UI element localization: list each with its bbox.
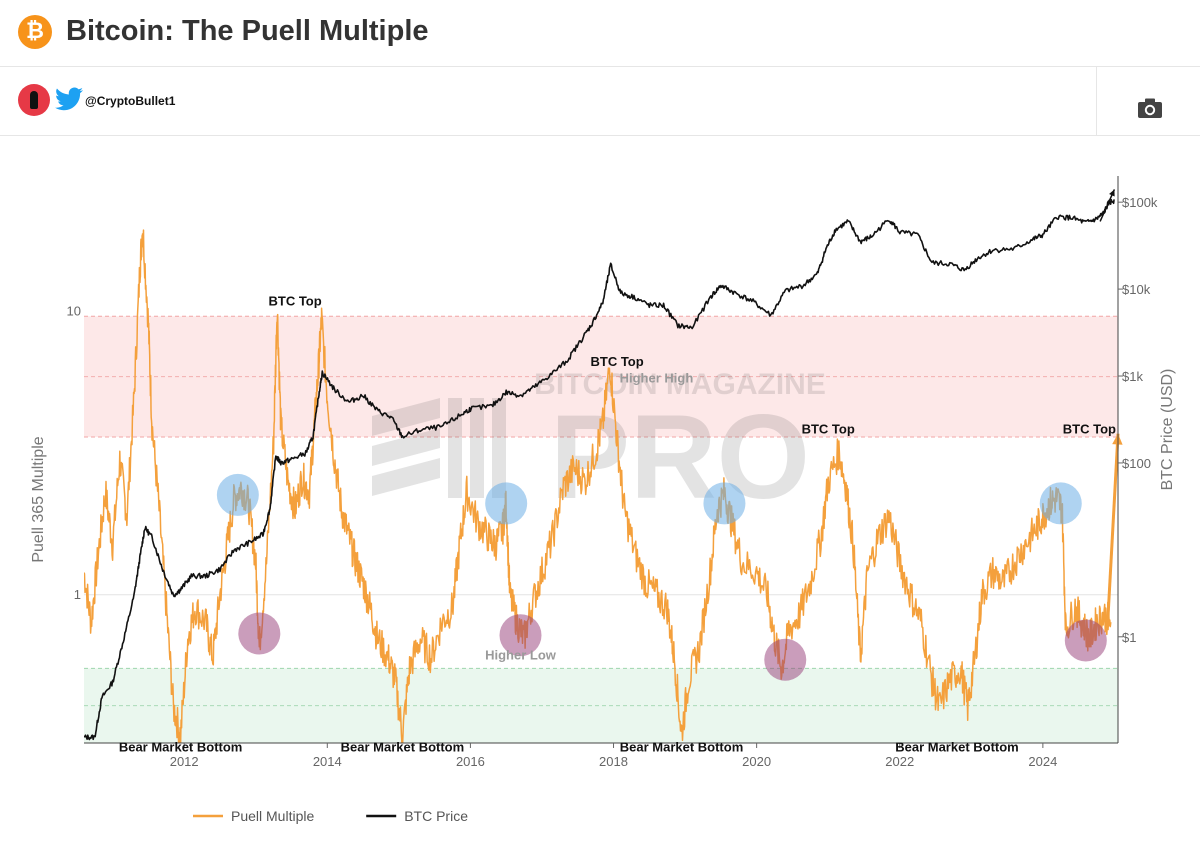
valuation-zones [84,315,1118,744]
watermark-brand: BITCOIN MAGAZINE [534,368,826,401]
annotation-label: Bear Market Bottom [341,739,465,754]
puell-multiple-chart: BITCOIN MAGAZINE PRO 2012 2014 2016 2018 202… [30,176,1176,824]
y-right-tick-label: $100k [1122,195,1158,210]
trend-arrow-line [1105,433,1120,631]
author-bar: @CryptoBullet1 [0,67,1200,136]
trend-arrow-head [1109,189,1115,197]
trend-arrow-head [1112,433,1123,445]
x-tick-label: 2014 [313,754,342,769]
chart-legend: Puell Multiple BTC Price [193,808,468,824]
annotation-label: BTC Top [1063,422,1116,437]
x-tick-label: 2016 [456,754,485,769]
purple-highlight-circle [238,612,281,655]
y-left-tick-label: 1 [74,587,81,602]
y-right-tick-label: $1 [1122,630,1136,645]
avatar[interactable] [18,84,50,116]
watermark: BITCOIN MAGAZINE PRO [372,368,826,524]
toolbar-divider [1096,67,1097,135]
chart-annotations: BTC Top BTC Top BTC Top BTC Top Higher High H… [119,293,1116,754]
camera-icon[interactable] [1137,97,1163,119]
x-tick-label: 2022 [885,754,914,769]
y-right-tick-label: $10k [1122,282,1151,297]
annotation-label: BTC Top [268,293,321,308]
purple-highlight-circle [764,638,807,681]
purple-highlight-circle [499,614,542,657]
purple-highlight-circle [1064,619,1107,662]
blue-highlight-circle [1039,482,1082,525]
page-header: ₿ Bitcoin: The Puell Multiple [0,0,1200,67]
blue-highlight-circle [703,482,746,525]
annotation-label: Bear Market Bottom [895,739,1019,754]
y-left-axis-title: Puell 365 Multiple [30,436,47,562]
series-puell-multiple [84,229,1112,743]
x-tick-label: 2018 [599,754,628,769]
legend-item-btc-price[interactable]: BTC Price [404,808,468,824]
annotation-label: BTC Top [802,422,855,437]
bitcoin-logo-icon: ₿ [18,15,52,49]
annotation-label-secondary: Higher Low [485,648,557,663]
annotation-label: Bear Market Bottom [119,739,243,754]
watermark-product: PRO [550,390,810,524]
y-left-tick-label: 10 [67,303,81,318]
annotation-label: BTC Top [591,354,644,369]
y-right-tick-label: $1k [1122,369,1143,384]
y-right-axis-title: BTC Price (USD) [1159,369,1176,491]
y-right-tick-label: $100 [1122,456,1151,471]
twitter-bird-icon[interactable] [55,87,83,111]
series-line-btc-price [84,198,1115,741]
page-title: Bitcoin: The Puell Multiple [66,15,429,47]
series-line-puell-multiple [84,229,1112,743]
trend-arrows [1099,189,1123,631]
annotation-label-secondary: Higher High [620,371,694,386]
x-tick-label: 2020 [742,754,771,769]
blue-highlight-circle [216,473,259,516]
watermark-logo-mark [372,398,506,498]
author-handle[interactable]: @CryptoBullet1 [85,94,176,108]
x-tick-label: 2012 [170,754,199,769]
series-btc-price [84,198,1115,741]
chart-axes: 2012 2014 2016 2018 2020 2022 2024 1 10 $1 $100 $1k… [30,176,1176,769]
annotation-label: Bear Market Bottom [620,739,744,754]
x-tick-label: 2024 [1028,754,1057,769]
blue-highlight-circle [485,482,528,525]
highlight-circles [216,473,1107,681]
legend-item-puell-multiple[interactable]: Puell Multiple [231,808,314,824]
